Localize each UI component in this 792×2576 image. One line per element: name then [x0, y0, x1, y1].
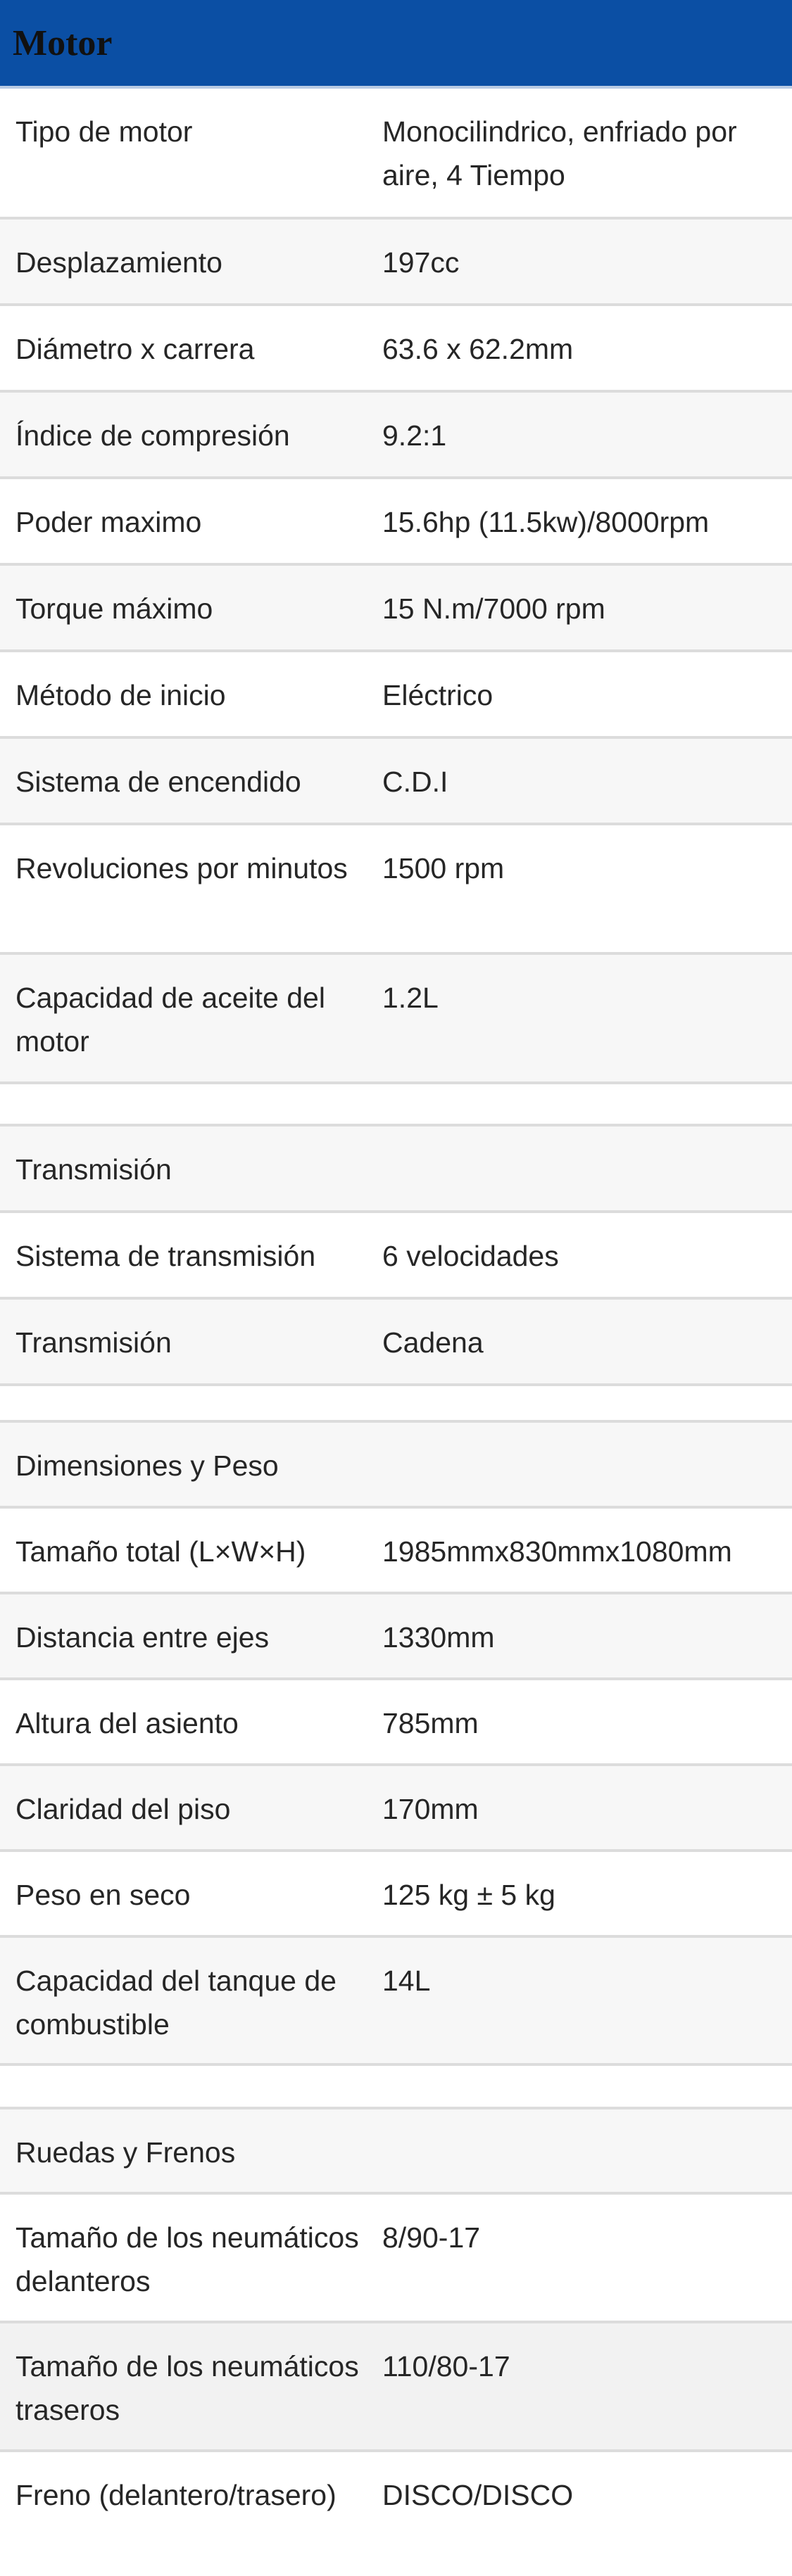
- spec-value: C.D.I: [382, 766, 448, 798]
- spec-row-diametro: Diámetro x carrera 63.6 x 62.2mm: [0, 306, 792, 393]
- spec-row-tipo-motor: Tipo de motor Monocilindrico, enfriado p…: [0, 89, 792, 220]
- spec-label: Peso en seco: [15, 1879, 191, 1911]
- spec-label: Claridad del piso: [15, 1793, 231, 1825]
- spec-row-transmision: Transmisión Cadena: [0, 1300, 792, 1386]
- section-gap: [0, 1386, 792, 1423]
- spec-row-aceite: Capacidad de aceite del motor 1.2L: [0, 955, 792, 1084]
- section-title-transmision: Transmisión: [0, 1127, 792, 1213]
- spec-row-distancia-ejes: Distancia entre ejes 1330mm: [0, 1594, 792, 1680]
- spec-value: Cadena: [382, 1326, 484, 1359]
- spec-value: 125 kg ± 5 kg: [382, 1879, 555, 1911]
- spec-label: Diámetro x carrera: [15, 333, 255, 365]
- spec-value: 170mm: [382, 1793, 479, 1825]
- spec-label: Tipo de motor: [15, 115, 193, 148]
- spec-row-poder: Poder maximo 15.6hp (11.5kw)/8000rpm: [0, 479, 792, 566]
- spec-row-neumaticos-traseros: Tamaño de los neumáticos traseros 110/80…: [0, 2323, 792, 2452]
- spec-row-revoluciones: Revoluciones por minutos 1500 rpm: [0, 825, 792, 955]
- spec-label: Tamaño de los neumáticos traseros: [15, 2350, 359, 2426]
- spec-value: 9.2:1: [382, 419, 447, 452]
- section-gap: [0, 2066, 792, 2109]
- spec-value: 14L: [382, 1965, 431, 1997]
- spec-row-sistema-transmision: Sistema de transmisión 6 velocidades: [0, 1213, 792, 1300]
- spec-label: Freno (delantero/trasero): [15, 2479, 337, 2511]
- spec-row-freno: Freno (delantero/trasero) DISCO/DISCO: [0, 2452, 792, 2576]
- spec-value: 6 velocidades: [382, 1240, 559, 1272]
- spec-label: Altura del asiento: [15, 1707, 239, 1739]
- spec-value: 1.2L: [382, 982, 439, 1014]
- section-title-motor: Motor: [13, 23, 113, 63]
- spec-value: 110/80-17: [382, 2350, 510, 2383]
- spec-label: Desplazamiento: [15, 246, 222, 279]
- section-title-dimensiones: Dimensiones y Peso: [0, 1423, 792, 1509]
- spec-label: Tamaño total (L×W×H): [15, 1535, 306, 1568]
- spec-row-peso-seco: Peso en seco 125 kg ± 5 kg: [0, 1852, 792, 1938]
- spec-row-neumaticos-delanteros: Tamaño de los neumáticos delanteros 8/90…: [0, 2195, 792, 2323]
- spec-value: DISCO/DISCO: [382, 2479, 574, 2511]
- spec-value: 785mm: [382, 1707, 479, 1739]
- spec-label: Capacidad de aceite del motor: [15, 982, 325, 1058]
- section-gap: [0, 1084, 792, 1127]
- section-header-motor: Motor: [0, 0, 792, 89]
- spec-row-tamano-total: Tamaño total (L×W×H) 1985mmx830mmx1080mm: [0, 1509, 792, 1594]
- spec-row-compresion: Índice de compresión 9.2:1: [0, 393, 792, 479]
- spec-value: Monocilindrico, enfriado por aire, 4 Tie…: [382, 115, 737, 191]
- spec-value: 15.6hp (11.5kw)/8000rpm: [382, 506, 710, 538]
- spec-row-desplazamiento: Desplazamiento 197cc: [0, 220, 792, 306]
- spec-row-metodo-inicio: Método de inicio Eléctrico: [0, 652, 792, 739]
- section-title-ruedas: Ruedas y Frenos: [0, 2109, 792, 2195]
- spec-value: 1500 rpm: [382, 852, 505, 884]
- spec-value: Eléctrico: [382, 679, 494, 711]
- spec-row-tanque: Capacidad del tanque de combustible 14L: [0, 1938, 792, 2066]
- spec-label: Índice de compresión: [15, 419, 290, 452]
- spec-label: Transmisión: [15, 1326, 172, 1359]
- spec-row-claridad-piso: Claridad del piso 170mm: [0, 1766, 792, 1852]
- spec-row-altura-asiento: Altura del asiento 785mm: [0, 1680, 792, 1766]
- spec-label: Poder maximo: [15, 506, 202, 538]
- spec-label: Sistema de encendido: [15, 766, 301, 798]
- spec-value: 15 N.m/7000 rpm: [382, 592, 605, 625]
- spec-value: 63.6 x 62.2mm: [382, 333, 574, 365]
- spec-label: Torque máximo: [15, 592, 213, 625]
- spec-label: Tamaño de los neumáticos delanteros: [15, 2221, 359, 2297]
- spec-value: 1330mm: [382, 1621, 495, 1654]
- spec-value: 197cc: [382, 246, 460, 279]
- spec-label: Sistema de transmisión: [15, 1240, 316, 1272]
- spec-label: Capacidad del tanque de combustible: [15, 1965, 337, 2041]
- spec-row-encendido: Sistema de encendido C.D.I: [0, 739, 792, 825]
- spec-label: Método de inicio: [15, 679, 226, 711]
- spec-value: 8/90-17: [382, 2221, 481, 2254]
- spec-row-torque: Torque máximo 15 N.m/7000 rpm: [0, 566, 792, 652]
- spec-value: 1985mmx830mmx1080mm: [382, 1535, 732, 1568]
- spec-label: Distancia entre ejes: [15, 1621, 270, 1654]
- spec-label: Revoluciones por minutos: [15, 852, 348, 884]
